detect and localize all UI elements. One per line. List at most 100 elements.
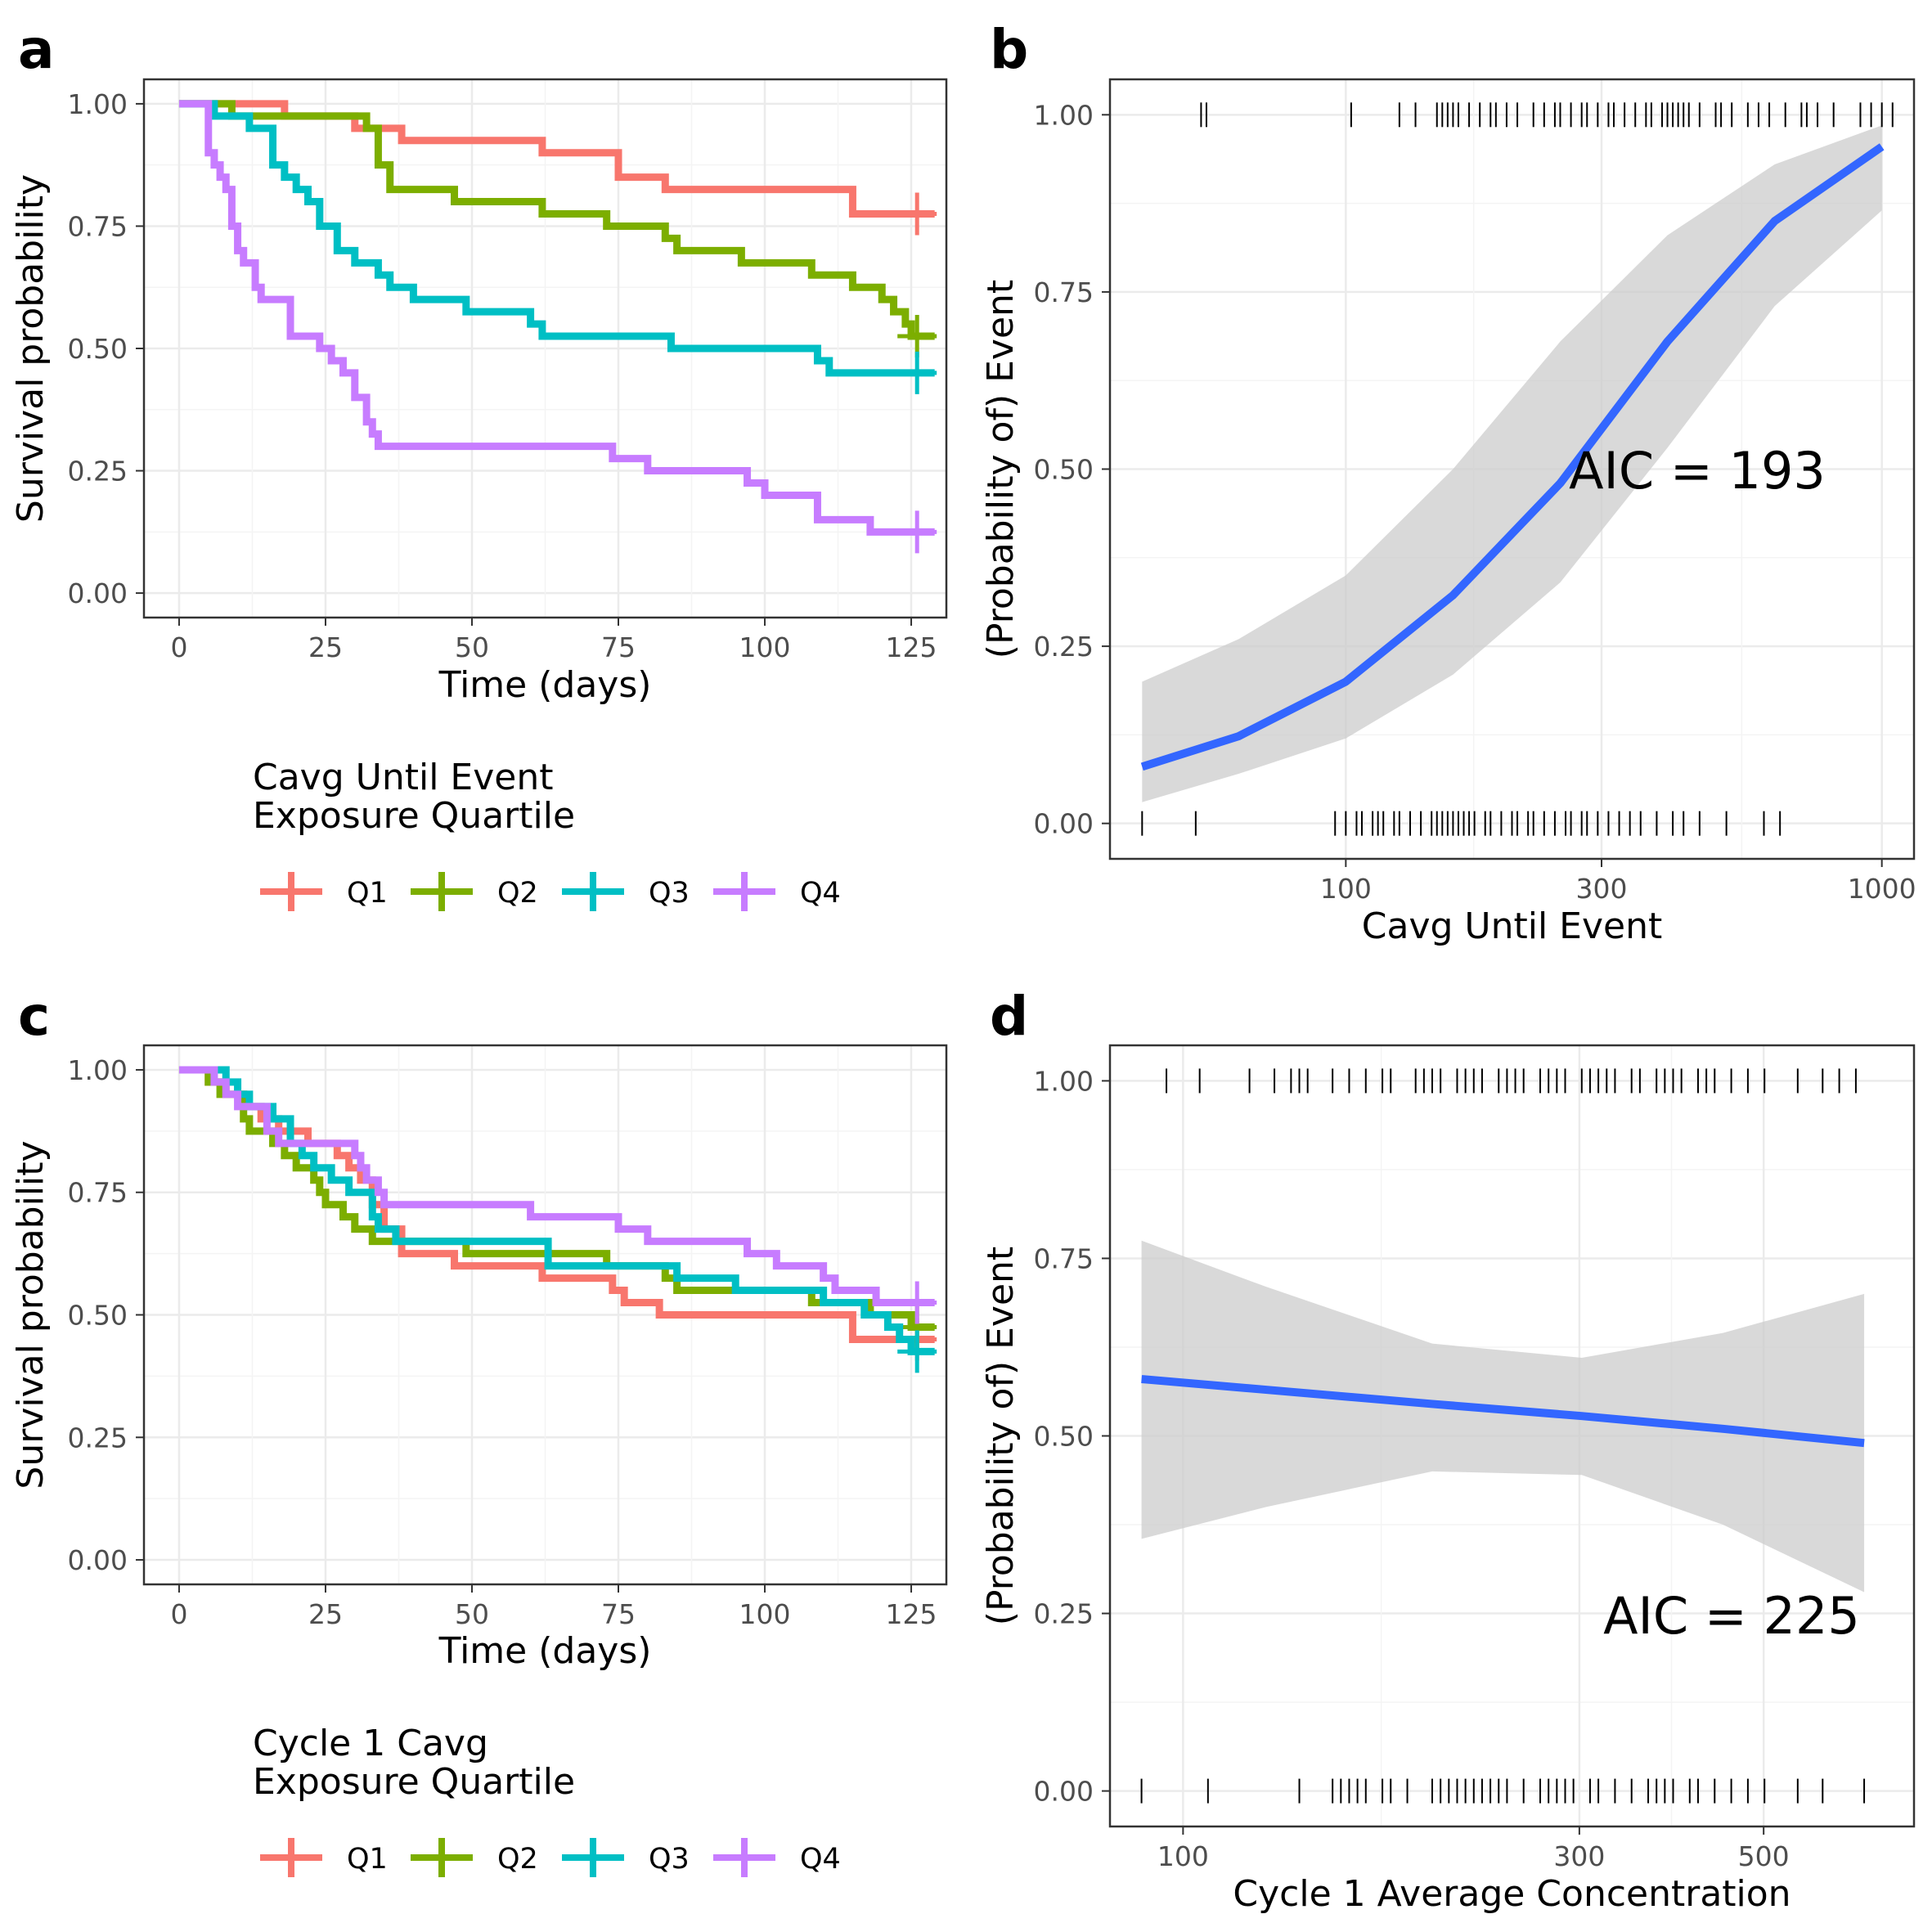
fitted-curve: [1141, 1375, 1865, 1448]
km-curve-q4: [178, 100, 935, 536]
legend-label: Q1: [347, 1843, 388, 1876]
y-tick-label: 0.25: [68, 456, 128, 487]
legend-key-q1: [260, 1838, 322, 1877]
y-tick-label: 0.00: [1034, 1776, 1094, 1808]
panel-letter: d: [990, 985, 1028, 1048]
y-tick-label: 0.25: [68, 1422, 128, 1453]
x-tick-label: 100: [739, 631, 791, 663]
panel-border: [1108, 78, 1916, 860]
x-axis-title: Time (days): [438, 1630, 652, 1672]
rug-marks: [1140, 1068, 1866, 1804]
y-tick-label: 0.75: [1034, 276, 1094, 308]
y-grid: [1110, 114, 1914, 824]
y-tick-label: 0.50: [1034, 454, 1094, 486]
y-axis-title: Survival probability: [10, 174, 52, 523]
y-tick-label: 0.50: [68, 1300, 128, 1332]
legend-key-q4: [713, 1838, 775, 1877]
y-tick-label: 1.00: [1034, 99, 1094, 131]
aic-annotation: AIC = 225: [1603, 1586, 1860, 1646]
censor-mark-q4: [897, 510, 937, 554]
x-tick-label: 100: [1320, 873, 1372, 905]
y-tick-label: 0.25: [1034, 631, 1094, 663]
x-axis-title: Cycle 1 Average Concentration: [1233, 1873, 1790, 1915]
panel-letter: c: [18, 985, 50, 1048]
panel-letter: b: [990, 18, 1028, 81]
fitted-curve: [1140, 143, 1885, 771]
x-axis-title: Time (days): [438, 664, 652, 706]
y-axis-title: Survival probability: [10, 1140, 52, 1489]
legend-label: Q2: [497, 1843, 538, 1876]
legend-title: Cavg Until Event: [253, 757, 553, 798]
legend-label: Q1: [347, 877, 388, 910]
censor-mark-q2: [897, 315, 937, 358]
y-tick-label: 0.25: [1034, 1598, 1094, 1630]
x-tick-label: 25: [308, 1598, 343, 1630]
y-tick-label: 0.75: [68, 210, 128, 242]
censor-mark-q4: [897, 1281, 937, 1324]
legend-label: Q3: [649, 877, 690, 910]
x-tick-label: 50: [455, 631, 489, 663]
confidence-band: [1141, 1240, 1865, 1593]
legend-key-q4: [713, 872, 775, 911]
y-tick-label: 1.00: [68, 88, 128, 120]
y-tick-label: 0.00: [1034, 808, 1094, 840]
x-tick-label: 75: [601, 631, 636, 663]
y-tick-label: 0.50: [1034, 1421, 1094, 1453]
x-tick-label: 0: [170, 631, 187, 663]
legend-label: Q4: [800, 1843, 841, 1876]
km-curve-q4: [178, 1066, 935, 1307]
aic-annotation: AIC = 193: [1569, 441, 1826, 501]
x-tick-label: 300: [1576, 873, 1628, 905]
km-curve-q2: [178, 1066, 935, 1331]
legend-label: Q4: [800, 877, 841, 910]
x-tick-label: 100: [1157, 1840, 1209, 1872]
panel-border: [1108, 1044, 1916, 1828]
censor-mark-q3: [897, 1330, 937, 1373]
legend-key-q3: [562, 872, 624, 911]
panel-border: [142, 1044, 948, 1586]
y-tick-label: 0.50: [68, 333, 128, 365]
panel-border: [142, 78, 948, 619]
legend-title: Cycle 1 Cavg: [253, 1723, 488, 1764]
legend-label: Q3: [649, 1843, 690, 1876]
y-axis-title: (Probability of) Event: [980, 280, 1022, 658]
rug-marks: [1141, 102, 1894, 836]
km-curve-q3: [178, 100, 935, 377]
legend-key-q2: [411, 1838, 473, 1877]
y-tick-label: 1.00: [1034, 1065, 1094, 1097]
x-tick-label: 300: [1553, 1840, 1605, 1872]
y-tick-label: 0.75: [1034, 1242, 1094, 1274]
legend-label: Q2: [497, 877, 538, 910]
panel-a: a 0.00 0.25 0.50 0.75 1.00 0 25 50 75 100 125 Time (…: [10, 18, 948, 911]
x-tick-label: 0: [170, 1598, 187, 1630]
panel-d: d 0.00 0.25 0.50 0.75 1.00 100 300 500 AIC = 225 C…: [980, 985, 1916, 1915]
y-tick-label: 0.00: [68, 577, 128, 609]
x-tick-label: 100: [739, 1598, 791, 1630]
legend-title: Exposure Quartile: [253, 1761, 575, 1803]
panel-b: b 0.00 0.25 0.50 0.75 1.00 100 300 1000 AIC = 193…: [980, 18, 1916, 947]
x-tick-label: 75: [601, 1598, 636, 1630]
legend-key-q1: [260, 872, 322, 911]
x-tick-label: 1000: [1848, 873, 1916, 905]
km-curve-q2: [178, 100, 935, 340]
panel-letter: a: [18, 18, 55, 81]
legend-title: Exposure Quartile: [253, 795, 575, 837]
confidence-band: [1142, 125, 1882, 802]
y-tick-label: 0.00: [68, 1544, 128, 1576]
y-tick-label: 1.00: [68, 1054, 128, 1086]
x-tick-label: 125: [886, 1598, 937, 1630]
y-tick-label: 0.75: [68, 1177, 128, 1209]
legend-key-q2: [411, 872, 473, 911]
y-axis-title: (Probability of) Event: [980, 1247, 1022, 1625]
x-tick-label: 50: [455, 1598, 489, 1630]
legend-key-q3: [562, 1838, 624, 1877]
x-tick-label: 125: [886, 631, 937, 663]
x-axis-title: Cavg Until Event: [1362, 905, 1662, 947]
x-tick-label: 500: [1738, 1840, 1790, 1872]
censor-mark-q1: [897, 192, 937, 236]
panel-c: c 0.00 0.25 0.50 0.75 1.00 0 25 50 75 100 125 Time (…: [10, 985, 948, 1877]
x-tick-label: 25: [308, 631, 343, 663]
